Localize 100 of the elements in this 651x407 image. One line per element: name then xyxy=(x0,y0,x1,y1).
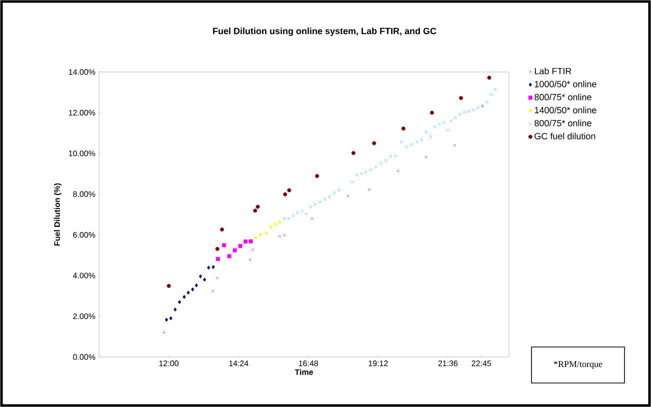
y-tick-label: 10.00% xyxy=(68,150,96,156)
y-tick-label: 4.00% xyxy=(72,272,96,278)
point xyxy=(220,228,224,232)
point xyxy=(459,96,464,100)
point xyxy=(283,192,288,196)
point xyxy=(424,156,428,159)
x-tick-label: 14:24 xyxy=(229,360,248,366)
point xyxy=(454,116,457,120)
point xyxy=(355,174,358,177)
point xyxy=(438,122,441,126)
point xyxy=(420,138,423,142)
chart-title: Fuel Dilution using online system, Lab FTIR, and GC xyxy=(213,28,436,36)
point xyxy=(332,191,336,194)
point xyxy=(346,194,350,198)
point xyxy=(203,278,206,282)
point xyxy=(318,200,322,204)
y-axis-title: Fuel Dilution (%) xyxy=(54,183,62,246)
point xyxy=(490,93,494,96)
point xyxy=(338,188,341,192)
point xyxy=(215,246,220,251)
point xyxy=(314,202,317,206)
legend-label: Lab FTIR xyxy=(534,68,572,74)
point xyxy=(396,169,400,172)
point xyxy=(350,180,354,184)
point xyxy=(442,121,446,124)
point xyxy=(256,204,260,209)
point xyxy=(254,236,258,239)
point xyxy=(323,198,326,201)
point xyxy=(410,142,414,146)
text: *RPM/torque xyxy=(554,361,602,369)
point xyxy=(300,210,304,213)
point xyxy=(384,158,388,162)
point xyxy=(166,284,171,288)
point xyxy=(429,134,432,138)
point xyxy=(368,188,371,192)
point xyxy=(467,110,470,113)
point xyxy=(310,217,314,220)
point xyxy=(238,244,242,248)
legend-label: 1400/50* online xyxy=(534,106,596,114)
point xyxy=(182,294,186,299)
point xyxy=(287,188,292,192)
point xyxy=(494,88,497,92)
y-tick-label: 12.00% xyxy=(68,110,96,116)
point xyxy=(309,205,312,208)
point xyxy=(476,106,480,110)
x-axis-title: Time xyxy=(294,369,313,375)
y-tick-label: 8.00% xyxy=(73,191,96,197)
point xyxy=(258,232,262,236)
point xyxy=(315,174,320,178)
point xyxy=(360,172,364,176)
point xyxy=(162,331,166,334)
point xyxy=(198,274,202,278)
point xyxy=(251,248,254,252)
point xyxy=(374,166,378,169)
point xyxy=(486,100,489,104)
y-tick-label: 2.00% xyxy=(73,313,96,320)
x-tick-label: 19:12 xyxy=(368,360,388,366)
point xyxy=(472,108,475,112)
point xyxy=(216,257,220,262)
point xyxy=(248,239,253,244)
legend-label: 800/75* online xyxy=(534,120,592,126)
point xyxy=(278,220,282,224)
point xyxy=(369,168,372,172)
legend-label: 1000/50* online xyxy=(534,80,596,88)
point xyxy=(291,214,294,218)
point xyxy=(178,300,182,304)
x-tick-label: 12:00 xyxy=(159,360,178,366)
point xyxy=(248,258,252,262)
point xyxy=(227,254,232,258)
point xyxy=(222,243,226,248)
legend-label: GC fuel dilution xyxy=(534,132,596,140)
point xyxy=(207,266,210,270)
point xyxy=(450,120,453,123)
point xyxy=(232,248,237,252)
point xyxy=(458,112,462,116)
point xyxy=(253,208,258,213)
point xyxy=(405,146,408,149)
point xyxy=(296,211,299,214)
point xyxy=(274,222,278,226)
point xyxy=(164,318,168,322)
point xyxy=(304,212,308,216)
point xyxy=(174,308,177,312)
point xyxy=(212,265,215,270)
y-tick-label: 14.00% xyxy=(68,69,96,75)
point xyxy=(379,162,382,166)
point xyxy=(264,231,268,234)
point xyxy=(401,126,406,131)
point xyxy=(446,128,450,132)
point xyxy=(430,110,434,115)
point xyxy=(211,290,214,293)
point xyxy=(400,140,403,144)
y-tick-label: 0.00% xyxy=(73,354,96,360)
point xyxy=(415,140,418,144)
y-tick-label: 6.00% xyxy=(73,232,96,238)
legend-label: 800/75* online xyxy=(534,94,592,100)
point xyxy=(244,240,248,244)
point xyxy=(191,287,194,292)
point xyxy=(351,151,356,156)
x-tick-label: 21:36 xyxy=(438,360,458,366)
point xyxy=(287,217,290,220)
